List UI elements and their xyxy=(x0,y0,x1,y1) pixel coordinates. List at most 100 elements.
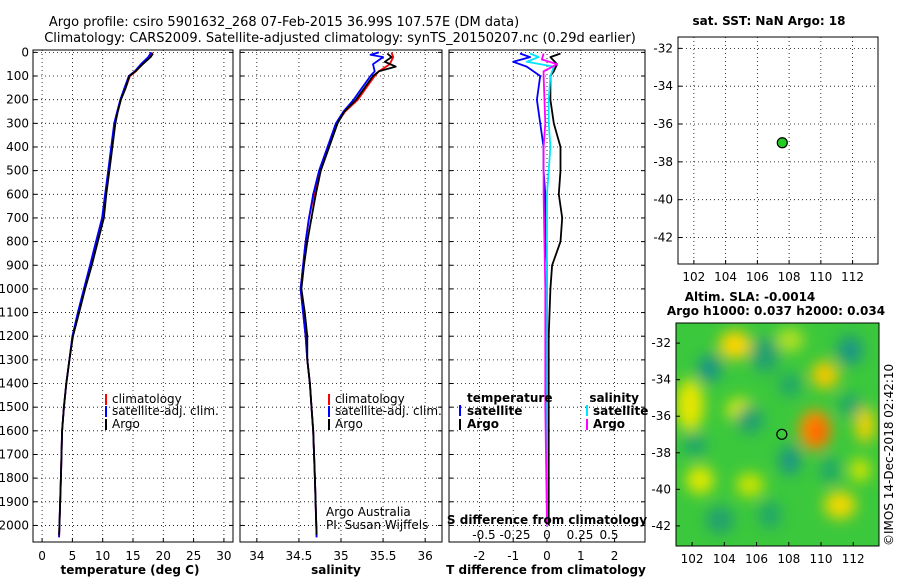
series-line-argo xyxy=(300,52,397,535)
legend-s-satellite-swatch xyxy=(586,405,588,416)
depth-tick-label: 1000 xyxy=(0,282,29,296)
difference-grid xyxy=(449,50,645,542)
x-tick-label: 20 xyxy=(156,549,171,563)
legend-satellite-label: satellite-adj. clim. xyxy=(112,404,219,418)
depth-tick-label: 1900 xyxy=(0,495,29,509)
figure-title-line2: Climatology: CARS2009. Satellite-adjuste… xyxy=(44,31,636,46)
legend-argo-swatch xyxy=(328,419,330,430)
map-lon-tick-label: 106 xyxy=(746,270,769,284)
salinity-tick-labels: 34 34.5 35 35.5 36 xyxy=(249,549,433,563)
salinity-axes-frame xyxy=(239,49,443,543)
s-diff-tick-label: -0.5 xyxy=(472,528,495,542)
map-lon-tick-label: 112 xyxy=(841,270,864,284)
temperature-tick-labels: 0 5 10 15 20 25 30 xyxy=(38,549,231,563)
difference-panel: -2 -1 0 1 2 -0.5 -0.25 0 0.25 0.5 S difference f… xyxy=(446,49,648,577)
map-lat-tick-label: -34 xyxy=(651,373,671,387)
depth-tick-label: 1700 xyxy=(0,447,29,461)
map-lat-tick-label: -34 xyxy=(653,79,673,93)
legend-t-satellite-label: satellite xyxy=(467,404,522,418)
x-tick-label: 35 xyxy=(333,549,348,563)
legend-t-satellite-swatch xyxy=(459,405,461,416)
depth-tick-label: 800 xyxy=(6,235,29,249)
legend-climatology-swatch xyxy=(328,394,330,405)
altimetry-title-line1: Altim. SLA: -0.0014 xyxy=(685,290,816,304)
altimetry-heatmap xyxy=(676,323,879,546)
s-diff-tick-label: 0 xyxy=(543,528,551,542)
x-tick-label: 2 xyxy=(611,549,619,563)
figure-title-line1: Argo profile: csiro 5901632_268 07-Feb-2… xyxy=(49,15,519,30)
depth-tick-label: 2000 xyxy=(0,518,29,532)
map-lon-tick-label: 112 xyxy=(842,552,865,566)
series-line-argo xyxy=(58,53,154,535)
salinity-grid xyxy=(240,50,442,542)
difference-legend: temperature satellite Argo salinity sate… xyxy=(459,391,648,431)
altimetry-map-markers xyxy=(776,428,788,440)
legend-argo-label: Argo xyxy=(112,417,140,431)
sst-map-title: sat. SST: NaN Argo: 18 xyxy=(692,14,845,28)
depth-tick-label: 1100 xyxy=(0,306,29,320)
map-lon-tick-label: 110 xyxy=(810,552,833,566)
salinity-legend: climatology satellite-adj. clim. Argo xyxy=(328,392,442,431)
legend-climatology-label: climatology xyxy=(112,392,182,406)
depth-tick-label: 900 xyxy=(6,258,29,272)
x-tick-label: 15 xyxy=(125,549,140,563)
argo-station-marker xyxy=(776,137,788,149)
map-lon-tick-label: 106 xyxy=(745,552,768,566)
temperature-series xyxy=(58,51,154,538)
credit-line2: PI: Susan Wijffels xyxy=(326,518,428,532)
map-lon-tick-label: 104 xyxy=(713,552,736,566)
legend-satellite-label: satellite-adj. clim. xyxy=(335,404,442,418)
legend-t-argo-label: Argo xyxy=(467,417,499,431)
altimetry-map-panel: Altim. SLA: -0.0014 Argo h1000: 0.037 h2… xyxy=(651,290,885,566)
s-diff-tick-label: -0.25 xyxy=(499,528,530,542)
temperature-legend: climatology satellite-adj. clim. Argo xyxy=(105,392,219,431)
temperature-grid xyxy=(33,50,233,542)
map-lon-tick-label: 102 xyxy=(682,270,705,284)
depth-tick-label: 1400 xyxy=(0,377,29,391)
map-lon-tick-label: 108 xyxy=(777,552,800,566)
map-lat-tick-label: -38 xyxy=(653,155,673,169)
salinity-axis-label: salinity xyxy=(311,563,361,577)
legend-satellite-swatch xyxy=(328,406,330,417)
series-line-s-satellite xyxy=(525,52,555,526)
depth-tick-label: 1600 xyxy=(0,424,29,438)
x-tick-label: 5 xyxy=(69,549,77,563)
legend-satellite-swatch xyxy=(105,406,107,417)
depth-tick-label: 400 xyxy=(6,140,29,154)
difference-t-tick-labels: -2 -1 0 1 2 xyxy=(473,549,618,563)
series-line-s-argo xyxy=(541,53,558,526)
s-difference-axis-label: S difference from climatology xyxy=(447,513,647,527)
map-lat-tick-label: -36 xyxy=(651,409,671,423)
legend-argo-label: Argo xyxy=(335,417,363,431)
sst-map-ticks: 102 104 106 108 110 112 -32 -34 -36 -38 -40 -42 xyxy=(653,37,878,284)
depth-tick-label: 1500 xyxy=(0,400,29,414)
legend-climatology-label: climatology xyxy=(335,392,405,406)
map-lat-tick-label: -36 xyxy=(653,117,673,131)
depth-tick-label: 1800 xyxy=(0,471,29,485)
altimetry-map-ticks: 102 104 106 108 110 112 -32 -34 -36 -38 -40 -42 xyxy=(651,336,864,566)
sst-map-frame xyxy=(677,36,879,265)
difference-s-tick-labels: -0.5 -0.25 0 0.25 0.5 xyxy=(472,528,618,542)
depth-tick-label: 300 xyxy=(6,116,29,130)
depth-tick-label: 100 xyxy=(6,69,29,83)
map-lat-tick-label: -32 xyxy=(651,336,671,350)
legend-argo-swatch xyxy=(105,419,107,430)
depth-tick-label: 700 xyxy=(6,211,29,225)
map-lat-tick-label: -42 xyxy=(651,519,671,533)
sst-map-panel: sat. SST: NaN Argo: 18 102 104 106 108 110 11… xyxy=(653,14,879,284)
temperature-panel: 0100200300400500600700800900100011001200… xyxy=(0,45,234,577)
credit-line1: Argo Australia xyxy=(326,505,411,519)
x-tick-label: 0 xyxy=(38,549,46,563)
map-lat-tick-label: -40 xyxy=(651,482,671,496)
x-tick-label: -2 xyxy=(473,549,485,563)
legend-s-argo-label: Argo xyxy=(593,417,625,431)
salinity-panel: 34 34.5 35 35.5 36 salinity climatology sate… xyxy=(239,49,443,577)
x-tick-label: 36 xyxy=(418,549,433,563)
depth-tick-labels: 0 100 200 300 400 500 600 700 800 900 1000 1100 1200… xyxy=(0,45,29,532)
x-tick-label: 34.5 xyxy=(286,549,313,563)
s-diff-tick-label: 0.25 xyxy=(567,528,594,542)
x-tick-label: 10 xyxy=(95,549,110,563)
legend-temperature-title: temperature xyxy=(467,391,552,405)
x-tick-label: 35.5 xyxy=(370,549,397,563)
temperature-axis-label: temperature (deg C) xyxy=(61,563,200,577)
